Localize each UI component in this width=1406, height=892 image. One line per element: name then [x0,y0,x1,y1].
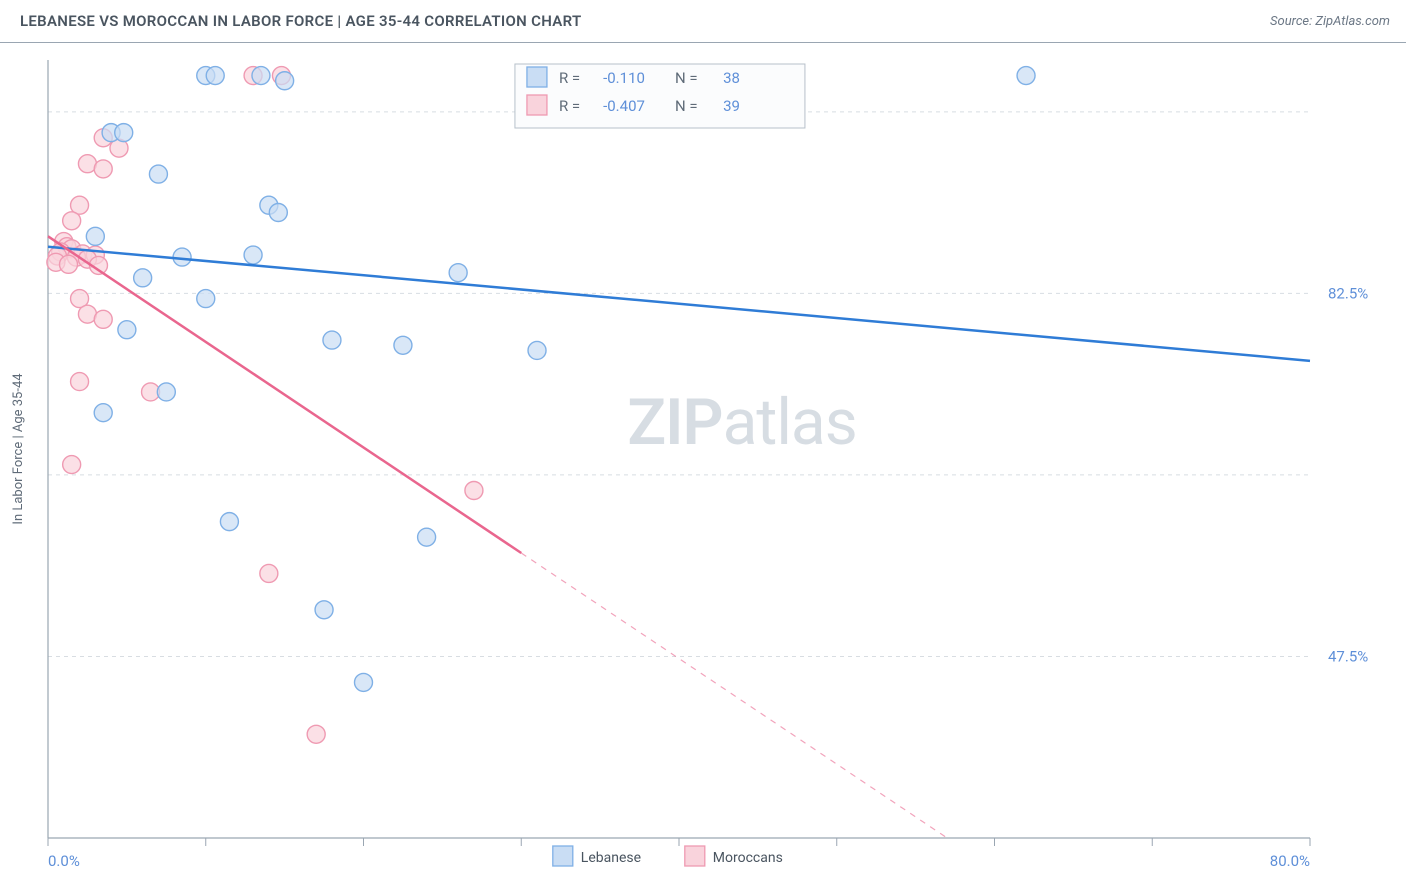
svg-text:47.5%: 47.5% [1328,647,1368,665]
svg-text:39: 39 [723,97,740,115]
svg-text:82.5%: 82.5% [1328,284,1368,302]
chart-title: LEBANESE VS MOROCCAN IN LABOR FORCE | AG… [20,12,581,30]
svg-text:-0.407: -0.407 [603,97,645,115]
svg-text:Lebanese: Lebanese [581,850,641,866]
svg-text:N =: N = [675,97,698,115]
svg-text:ZIPatlas: ZIPatlas [627,385,856,460]
svg-text:N =: N = [675,69,698,87]
chart-header: LEBANESE VS MOROCCAN IN LABOR FORCE | AG… [0,0,1406,43]
svg-text:38: 38 [723,69,740,87]
svg-text:R =: R = [559,97,580,115]
svg-text:In Labor Force | Age 35-44: In Labor Force | Age 35-44 [11,373,26,525]
chart-source: Source: ZipAtlas.com [1270,14,1390,29]
svg-text:-0.110: -0.110 [603,69,645,87]
chart-plot: 47.5% 82.5% ZIPatlas 0.0% 80.0% In Labor Forc… [0,42,1406,892]
svg-text:80.0%: 80.0% [1270,852,1310,870]
svg-text:Moroccans: Moroccans [713,850,783,866]
svg-text:R =: R = [559,69,580,87]
svg-text:0.0%: 0.0% [48,852,80,870]
scatter-chart-svg: 47.5% 82.5% ZIPatlas 0.0% 80.0% In Labor Forc… [0,42,1406,892]
